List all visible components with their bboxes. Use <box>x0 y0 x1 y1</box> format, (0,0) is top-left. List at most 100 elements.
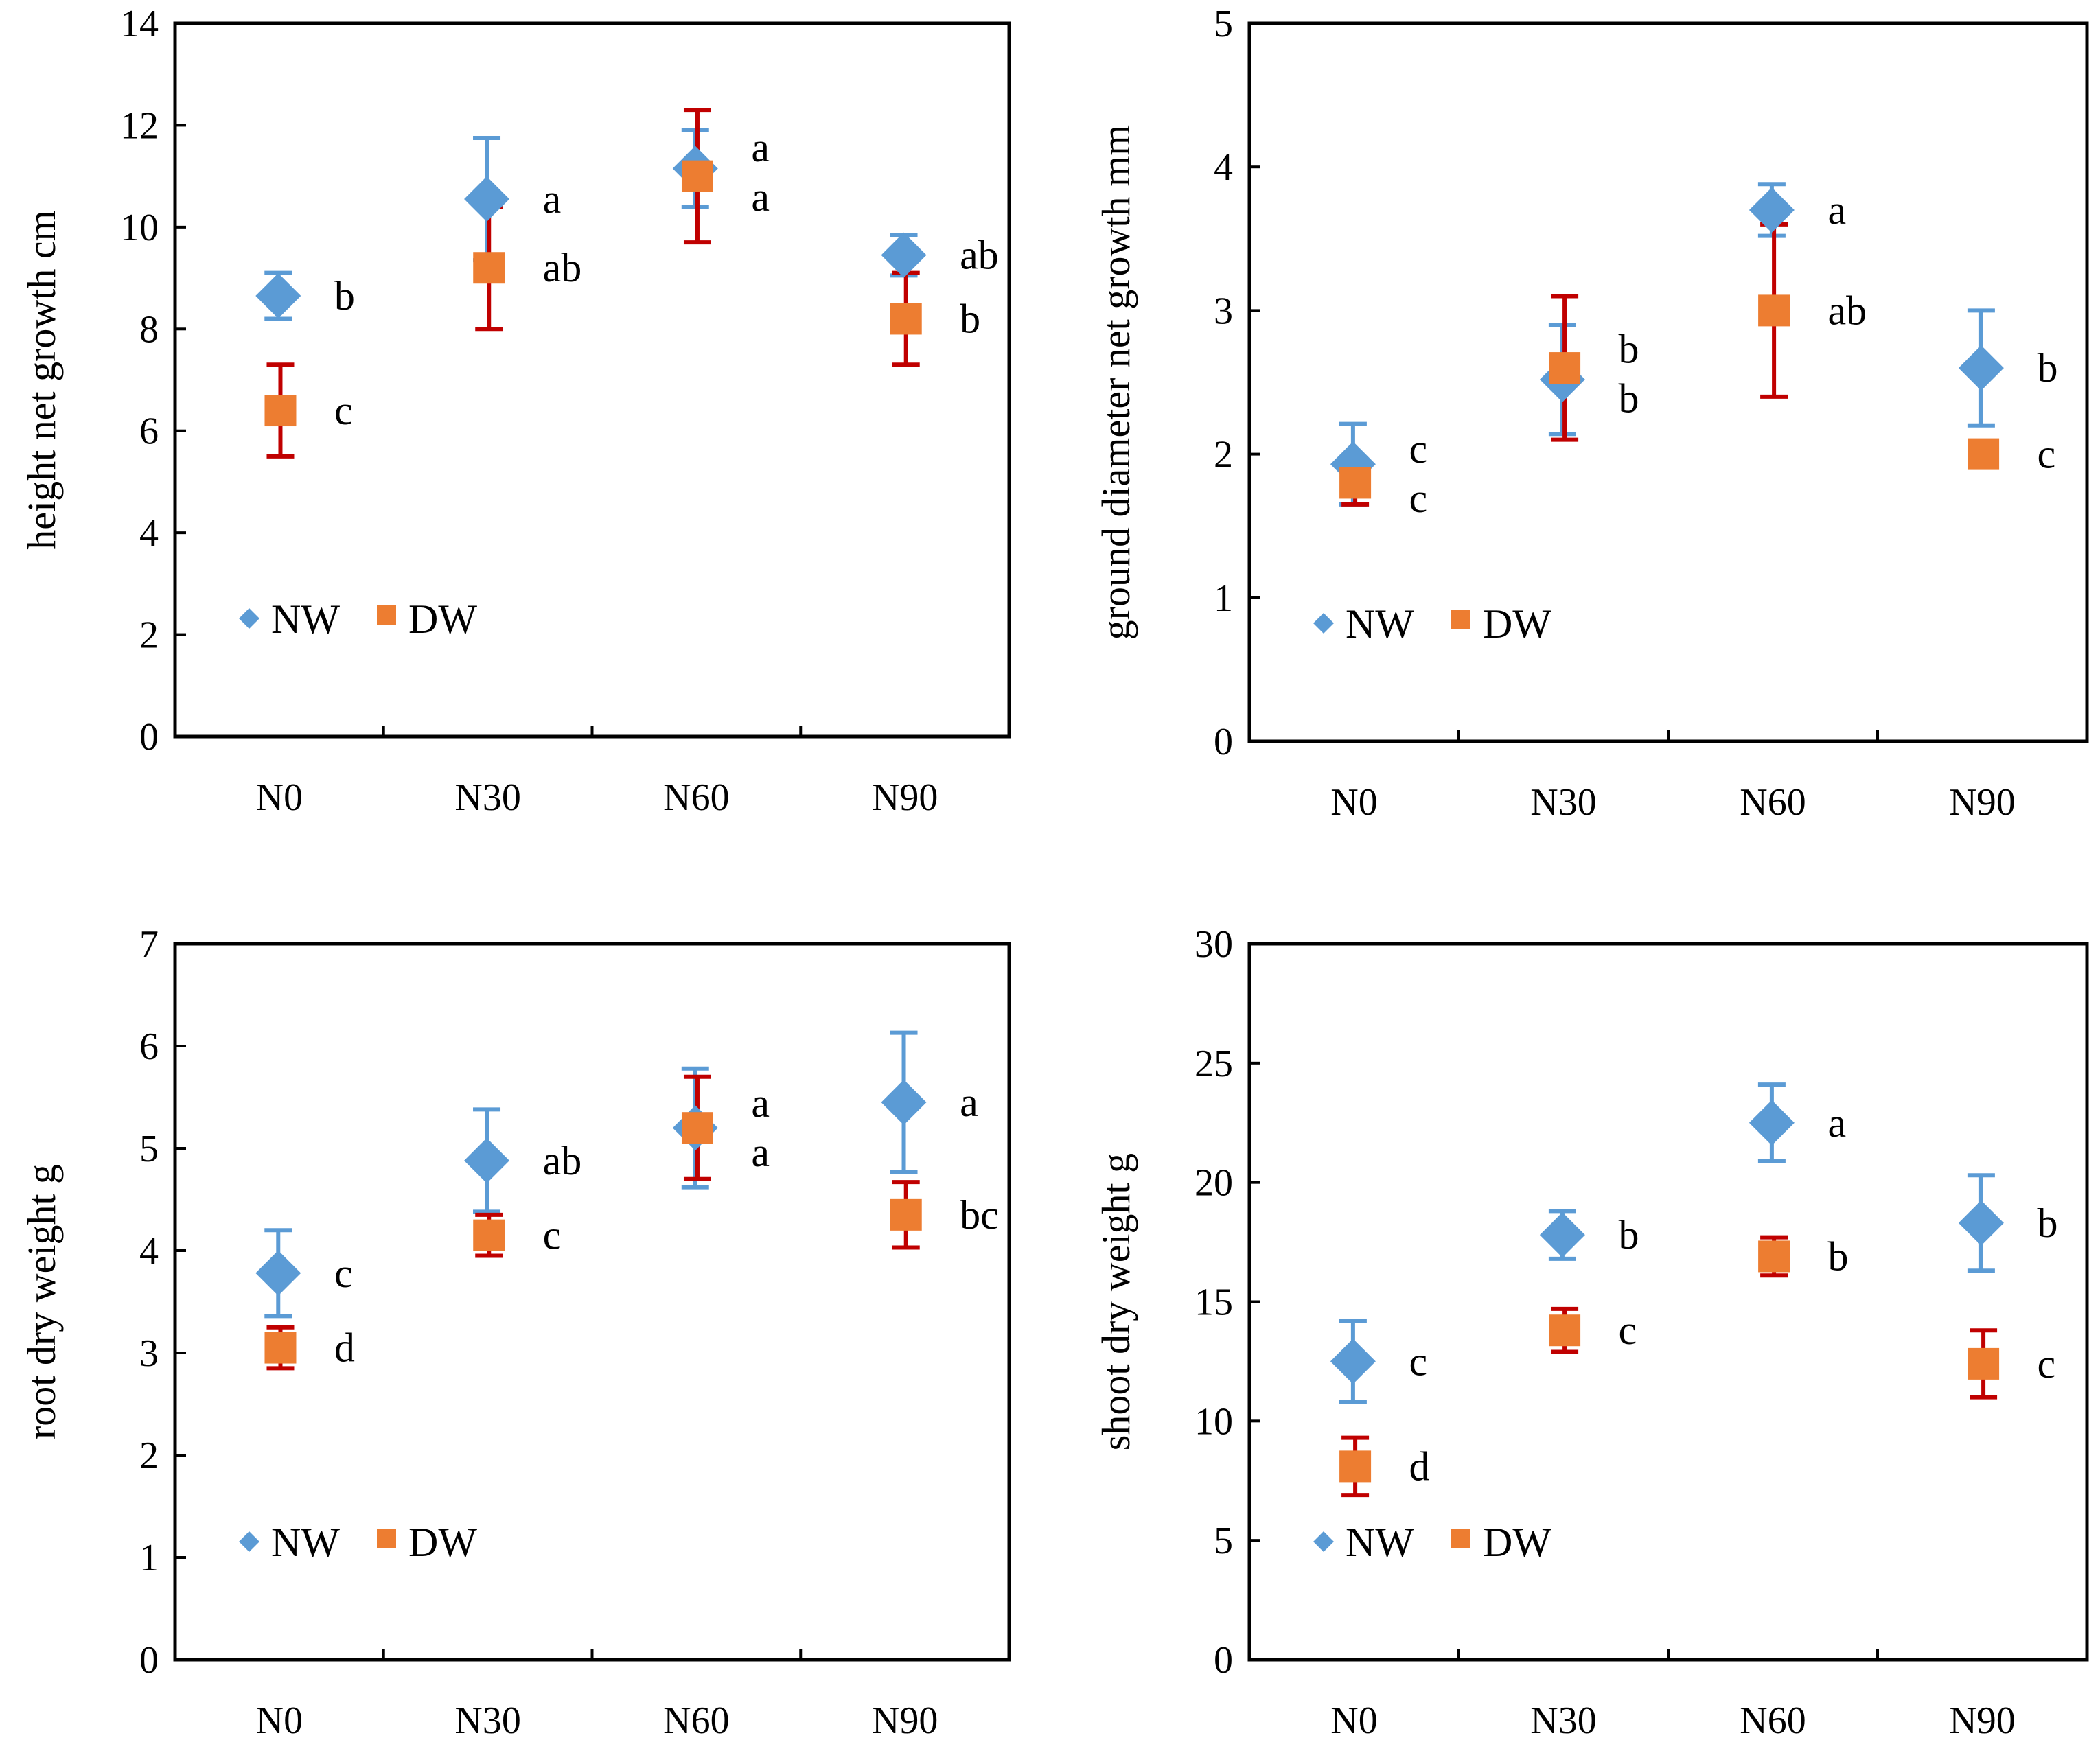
x-tick-label-n90: N90 <box>1949 1700 2015 1740</box>
nw-significance-letter: a <box>1828 1100 1847 1146</box>
nw-significance-letter: c <box>1409 426 1428 472</box>
dw-point <box>681 1112 713 1144</box>
nw-significance-letter: b <box>334 273 355 318</box>
y-tick-label: 20 <box>1195 1162 1233 1205</box>
x-tick-label-n60: N60 <box>663 1700 729 1740</box>
dw-point <box>473 252 505 284</box>
y-tick-label: 3 <box>139 1332 159 1375</box>
dw-point <box>1549 352 1581 384</box>
x-tick-label-n0: N0 <box>1330 1700 1377 1740</box>
chart-panel-4: 0 5 10 15 20 25 30 N0 N30 N60 N90 shoot dry weight … <box>1094 923 2089 1740</box>
y-tick-label: 2 <box>139 614 159 657</box>
y-tick-label: 4 <box>1214 146 1233 189</box>
y-tick-label: 4 <box>139 512 159 555</box>
y-tick-label: 0 <box>139 1639 159 1682</box>
x-tick-label-n30: N30 <box>454 1700 520 1740</box>
nw-significance-letter: b <box>1619 1212 1639 1257</box>
y-tick-label: 5 <box>1214 1520 1233 1562</box>
dw-significance-letter: a <box>751 174 770 220</box>
nw-significance-letter: b <box>2038 345 2058 391</box>
y-tick-label: 3 <box>1214 290 1233 332</box>
dw-point <box>473 1219 505 1251</box>
y-tick-label: 4 <box>139 1230 159 1273</box>
legend-dw-label: DW <box>408 1520 477 1565</box>
legend-nw-label: NW <box>1346 1520 1414 1565</box>
dw-significance-letter: d <box>334 1325 355 1371</box>
legend: NW DW <box>239 596 477 642</box>
dw-point <box>1339 1450 1372 1483</box>
y-tick-label: 8 <box>139 308 159 351</box>
nw-significance-letter: a <box>543 176 562 222</box>
dw-point <box>1549 1314 1581 1347</box>
dw-point <box>1968 438 2000 470</box>
dw-point <box>1339 467 1372 499</box>
dw-significance-letter: c <box>1409 476 1428 521</box>
legend-dw-label: DW <box>1483 1520 1551 1565</box>
legend-dw-marker <box>377 1529 396 1548</box>
nw-significance-letter: c <box>334 1251 353 1296</box>
dw-significance-letter: d <box>1409 1443 1430 1489</box>
chart-panel-1: 0 2 4 6 8 10 12 14 N0 N30 N60 N90 height net growth … <box>19 3 1011 819</box>
nw-point <box>255 1250 301 1296</box>
nw-point <box>464 176 510 222</box>
x-tick-label-n30: N30 <box>1530 1700 1596 1740</box>
x-tick-label-n90: N90 <box>1949 781 2015 824</box>
dw-point <box>1758 294 1790 327</box>
nw-point <box>881 232 927 278</box>
y-tick-label: 15 <box>1195 1281 1233 1324</box>
dw-significance-letter: ab <box>543 245 582 290</box>
y-tick-label: 0 <box>139 716 159 758</box>
legend-nw-label: NW <box>1346 601 1414 647</box>
y-tick-label: 5 <box>1214 3 1233 45</box>
dw-significance-letter: bc <box>960 1192 999 1238</box>
y-tick-label: 2 <box>139 1435 159 1477</box>
dw-point <box>264 395 297 427</box>
nw-significance-letter: b <box>2038 1200 2058 1246</box>
y-axis-title: root dry weight g <box>19 1164 64 1439</box>
nw-point <box>255 273 301 319</box>
legend-nw-marker <box>1313 613 1334 634</box>
dw-point <box>890 303 922 335</box>
x-tick-label-n90: N90 <box>872 1700 938 1740</box>
nw-point <box>1330 1338 1376 1384</box>
legend-dw-marker <box>377 605 396 625</box>
legend-nw-marker <box>1313 1531 1334 1552</box>
y-tick-label: 30 <box>1195 923 1233 966</box>
y-tick-label: 12 <box>120 104 159 147</box>
legend: NW DW <box>239 1520 477 1565</box>
y-tick-label: 6 <box>139 410 159 453</box>
nw-point <box>1749 1100 1795 1146</box>
nw-significance-letter: ab <box>543 1138 582 1183</box>
legend-nw-label: NW <box>271 1520 340 1565</box>
y-tick-label: 6 <box>139 1025 159 1068</box>
nw-significance-letter: b <box>1619 375 1639 421</box>
nw-point <box>881 1079 927 1125</box>
legend: NW DW <box>1313 601 1551 647</box>
dw-point <box>264 1332 297 1364</box>
legend-dw-marker <box>1451 610 1470 629</box>
nw-point <box>1958 1200 2004 1246</box>
nw-significance-letter: a <box>1828 187 1847 233</box>
chart-panel-2: 0 1 2 3 4 5 N0 N30 N60 N90 ground diameter net gro… <box>1094 3 2089 824</box>
dw-point <box>1758 1240 1790 1273</box>
y-tick-label: 14 <box>120 3 159 45</box>
y-tick-label: 5 <box>139 1128 159 1170</box>
legend-dw-label: DW <box>408 596 477 642</box>
x-tick-label-n30: N30 <box>454 776 520 819</box>
dw-significance-letter: c <box>2038 1341 2056 1387</box>
y-tick-label: 1 <box>139 1537 159 1579</box>
x-tick-label-n60: N60 <box>1740 1700 1805 1740</box>
legend-nw-label: NW <box>271 596 340 642</box>
y-axis-title: shoot dry weight g <box>1094 1153 1138 1450</box>
dw-significance-letter: b <box>1828 1233 1849 1279</box>
dw-significance-letter: c <box>543 1213 562 1258</box>
x-tick-label-n90: N90 <box>872 776 938 819</box>
legend-nw-marker <box>239 1531 259 1552</box>
dw-significance-letter: ab <box>1828 288 1867 333</box>
y-tick-label: 0 <box>1214 1639 1233 1682</box>
y-tick-label: 10 <box>1195 1400 1233 1443</box>
y-tick-label: 1 <box>1214 577 1233 620</box>
x-tick-label-n0: N0 <box>1330 781 1377 824</box>
dw-significance-letter: a <box>751 1130 770 1175</box>
